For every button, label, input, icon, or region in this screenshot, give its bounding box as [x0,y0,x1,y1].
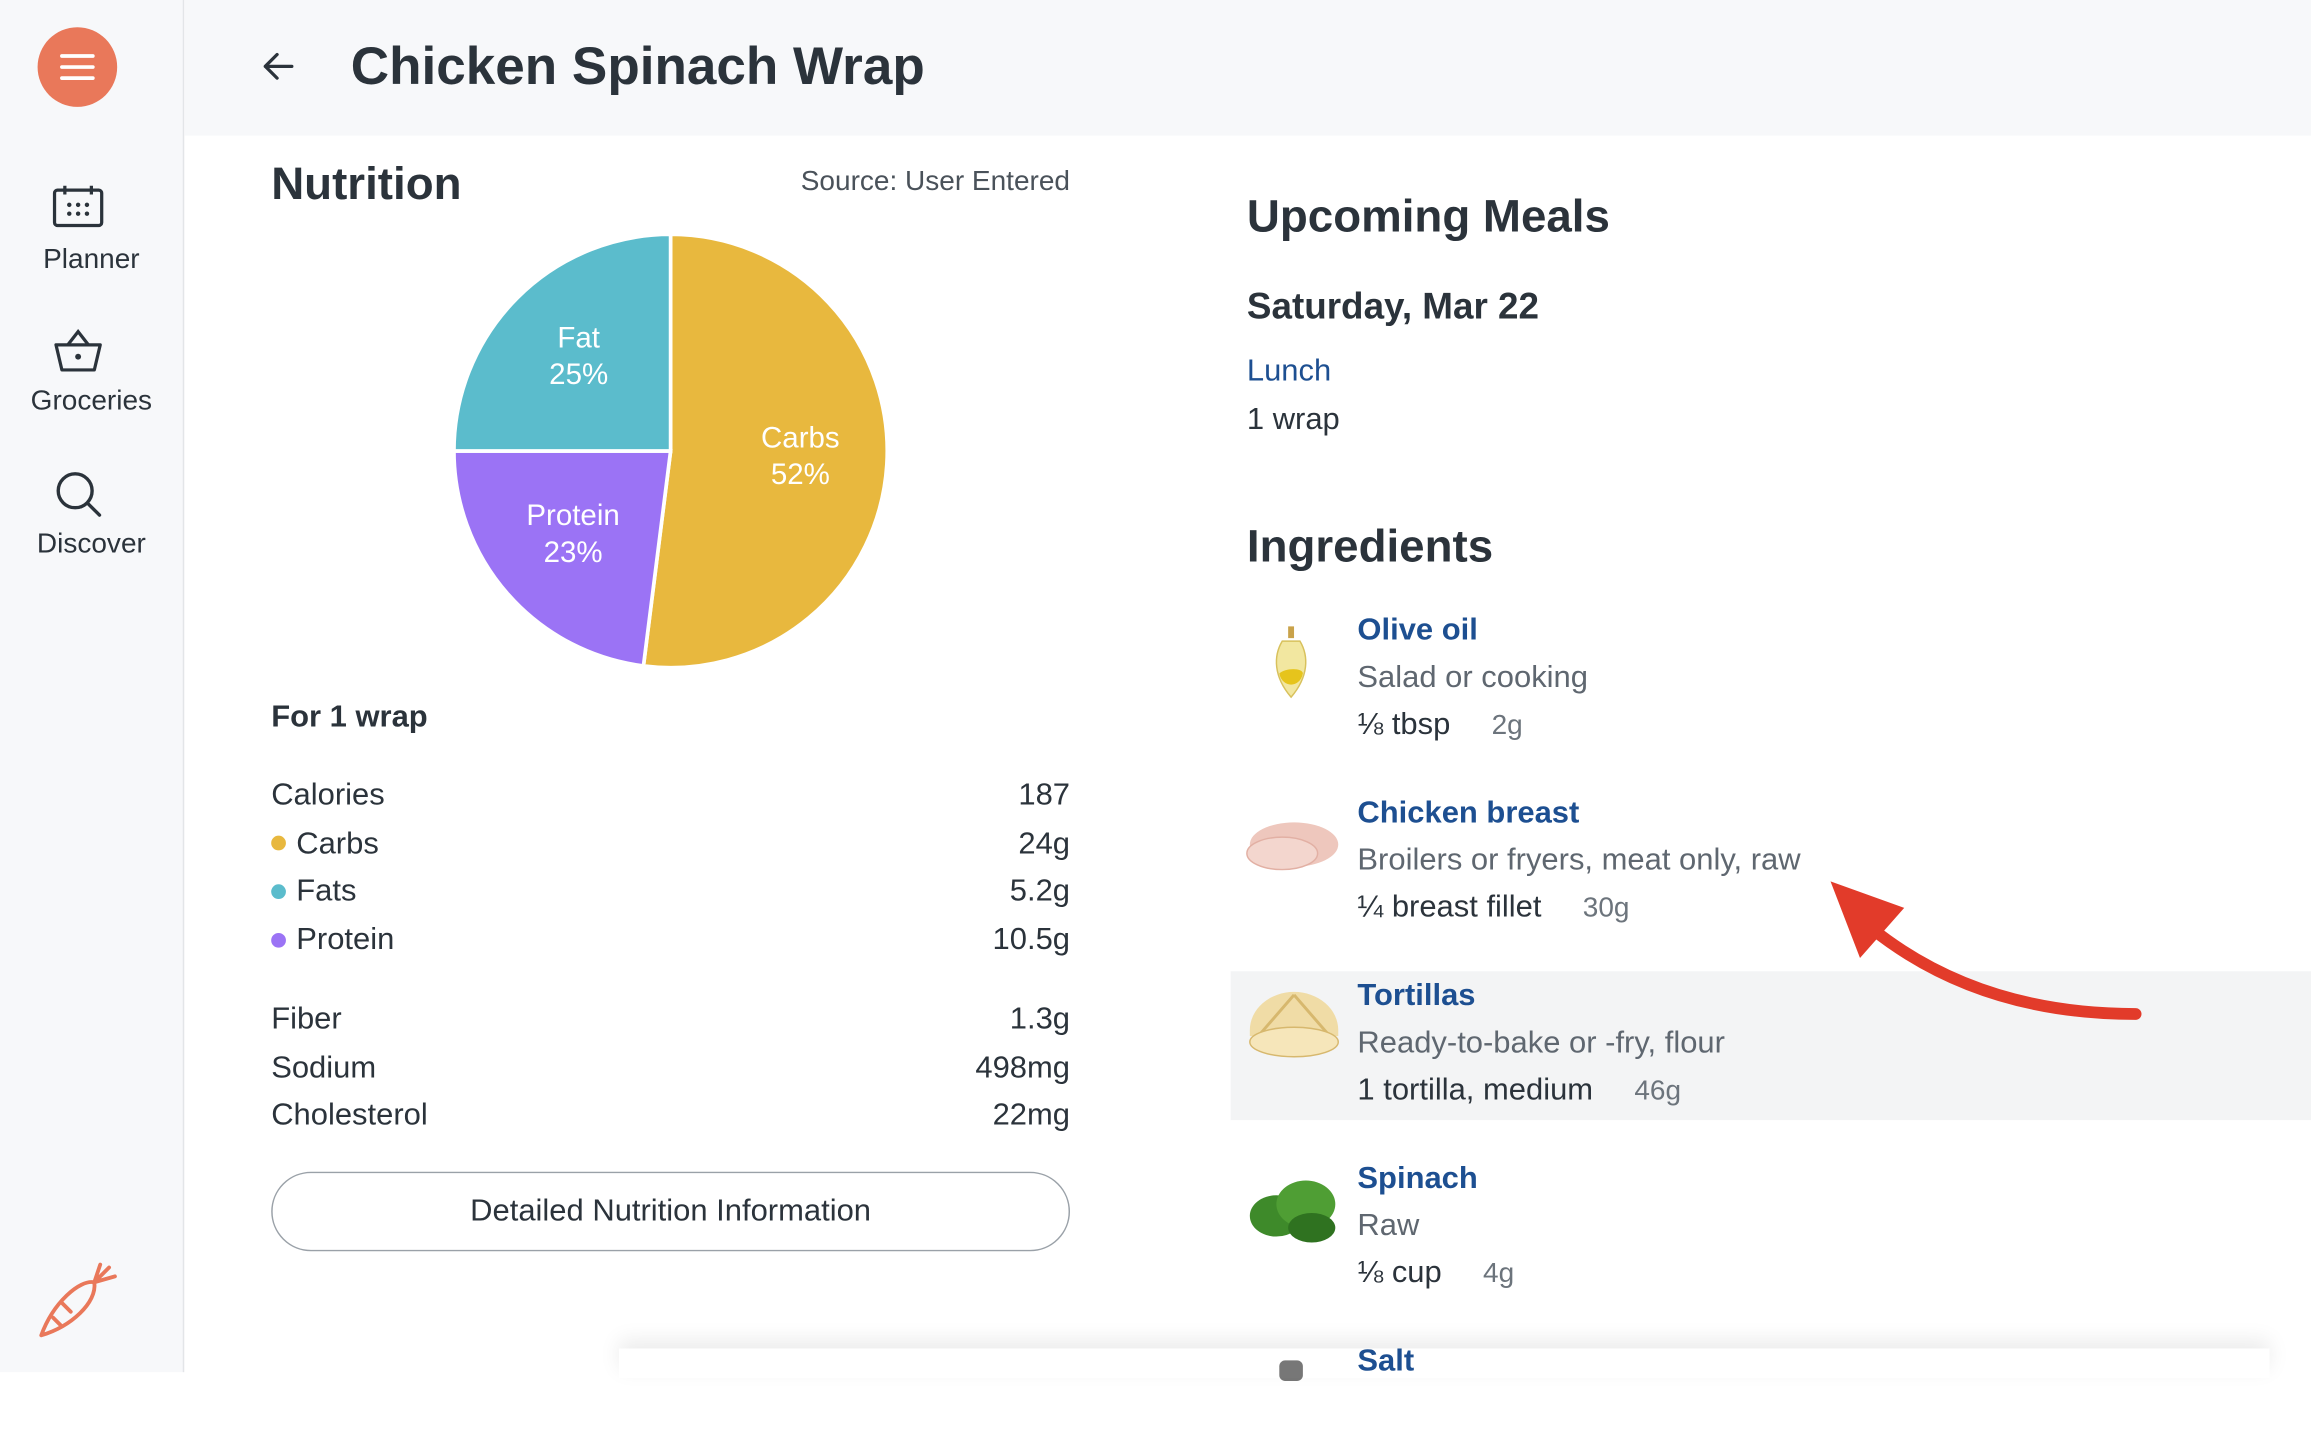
ingredient-desc: Salad or cooking [1357,660,1588,695]
nutrient-label: Protein [271,923,394,958]
nutrient-row: Protein 10.5g [271,923,1070,958]
ingredient-grams: 46g [1634,1075,1682,1107]
nutrient-row: Calories 187 [271,778,1070,813]
annotation-arrow [1830,881,2142,1020]
ingredient-amount-row: ⅛ cup 4g [1357,1256,1514,1291]
ingredient-grams: 4g [1483,1258,1515,1290]
serving-label: For 1 wrap [271,700,428,734]
app-screen: Planner Groceries Discover Chicken Spina… [0,0,2311,1381]
ingredient-desc: Raw [1357,1208,1420,1243]
ingredient-desc: Ready-to-bake or -fry, flour [1357,1025,1725,1060]
ingredient-name[interactable]: Spinach [1357,1161,1478,1196]
nutrient-label: Fats [271,875,356,910]
legend-dot [271,884,286,899]
ingredient-image [1275,626,1307,699]
row-highlight [1230,971,2311,1121]
nutrient-row: Carbs 24g [271,826,1070,861]
nav-discover[interactable]: Discover [36,529,146,561]
nutrient-label: Sodium [271,1050,376,1085]
nutrient-label: Fiber [271,1002,342,1037]
ingredient-amount: ⅛ cup [1357,1255,1442,1290]
nutrient-value: 10.5g [992,922,1071,957]
legend-dot [271,932,286,948]
nutrient-row: Fiber 1.3g [271,1002,1070,1037]
pie-slice [452,232,673,453]
slice-label: Fat [557,321,600,354]
nutrient-name: Cholesterol [271,1098,428,1133]
slice-label: Protein [526,499,619,532]
section-title: Ingredients [1246,520,1494,572]
meal-date: Saturday, Mar 22 [1246,285,1540,328]
nutrient-value: 5.2g [1009,874,1071,909]
ingredient-name[interactable]: Olive oil [1357,613,1478,648]
slice-label: Carbs [761,421,840,454]
ingredient-image [1246,822,1339,871]
nutrient-row: Sodium 498mg [271,1050,1070,1085]
nav-groceries[interactable]: Groceries [30,386,153,418]
meal-amount: 1 wrap [1246,402,1340,437]
discover-icon[interactable] [53,469,103,519]
nutrient-value: 24g [1018,826,1071,861]
nutrient-value: 187 [1018,778,1071,813]
section-title: Nutrition [271,157,462,210]
pie-chart: Carbs 52% Protein 23% Fat 25% [452,232,890,670]
slice-value: 25% [549,358,608,391]
pie-slice [641,232,890,670]
planner-icon[interactable] [52,183,105,230]
ingredient-image [1249,1180,1336,1243]
nutrient-name: Calories [271,778,385,813]
ingredient-name[interactable]: Chicken breast [1357,795,1580,830]
nutrient-value: 22mg [992,1098,1071,1133]
ingredient-amount: ⅛ tbsp [1357,707,1451,742]
source-note: Source: User Entered [800,166,1071,198]
nutrient-name: Carbs [296,826,379,861]
nutrient-value: 498mg [975,1050,1071,1085]
nutrient-row: Cholesterol 22mg [271,1098,1070,1133]
logo-carrot [39,1262,117,1338]
section-title: Upcoming Meals [1246,190,1610,242]
slice-value: 52% [771,458,830,491]
nutrient-row: Fats 5.2g [271,875,1070,910]
ingredient-amount: 1 tortilla, medium [1357,1072,1594,1107]
back-button[interactable] [259,47,297,85]
pie-slice [452,449,673,669]
groceries-icon[interactable] [52,327,105,374]
meal-name[interactable]: Lunch [1246,353,1332,388]
ingredient-grams: 30g [1582,893,1630,925]
nutrient-value: 1.3g [1009,1001,1071,1036]
nutrient-name: Fats [296,874,357,909]
detail-button[interactable]: Detailed Nutrition Information [271,1171,1071,1252]
nutrient-name: Sodium [271,1050,377,1085]
nutrient-name: Protein [296,922,395,957]
ingredient-amount-row: 1 tortilla, medium 46g [1357,1073,1681,1108]
ingredient-amount-row: ⅛ tbsp 2g [1357,707,1522,742]
nutrient-label: Carbs [271,826,379,861]
nutrient-name: Fiber [271,1001,342,1036]
ingredient-name[interactable]: Tortillas [1357,978,1476,1013]
legend-dot [271,835,286,851]
sidebar: Planner Groceries Discover [0,0,185,1373]
nav-planner[interactable]: Planner [43,244,140,276]
ingredient-amount: ¼ breast fillet [1357,890,1542,925]
menu-button[interactable] [37,27,118,108]
page-title: Chicken Spinach Wrap [350,35,925,96]
ingredient-grams: 2g [1491,710,1523,742]
bottom-shadow [619,1349,2270,1378]
ingredient-amount-row: ¼ breast fillet 30g [1357,890,1629,925]
nutrient-label: Calories [271,778,385,813]
nutrient-label: Cholesterol [271,1098,428,1133]
header [184,0,2311,136]
slice-value: 23% [544,536,603,569]
ingredient-image [1249,991,1339,1058]
ingredient-desc: Broilers or fryers, meat only, raw [1357,843,1801,877]
